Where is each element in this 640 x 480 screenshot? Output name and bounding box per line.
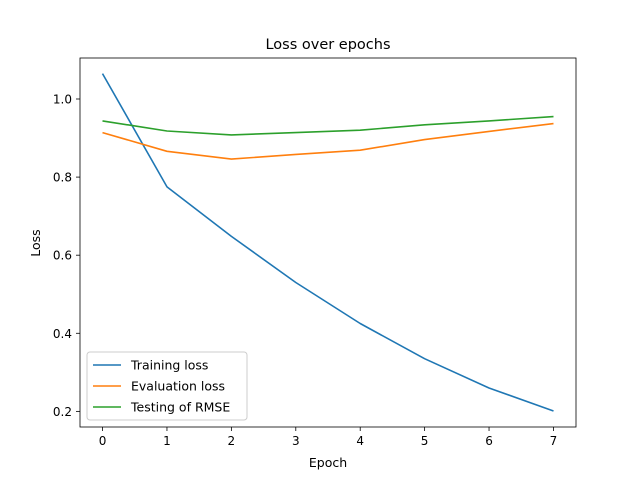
- series-lines: [101, 73, 554, 412]
- x-tick-label: 0: [99, 434, 107, 448]
- legend-box: [86, 351, 248, 421]
- legend: Training loss Evaluation loss Testing of…: [86, 351, 248, 421]
- y-tick-label: 0.8: [53, 171, 72, 185]
- y-tick-label: 1.0: [53, 93, 72, 107]
- chart-title: Loss over epochs: [265, 37, 390, 53]
- x-axis-label: Epoch: [309, 455, 347, 470]
- legend-label-rmse: Testing of RMSE: [130, 400, 230, 415]
- y-tick-label: 0.6: [53, 249, 72, 263]
- y-axis-label: Loss: [28, 229, 43, 256]
- x-tick-label: 2: [228, 434, 236, 448]
- x-tick-label: 5: [421, 434, 429, 448]
- x-tick-label: 7: [550, 434, 558, 448]
- axis-ticks: 0 1 2 3 4 5 6 7 0.2 0.4 0.6 0.8 1.0: [53, 93, 557, 449]
- x-tick-label: 4: [356, 434, 364, 448]
- x-tick-label: 1: [163, 434, 171, 448]
- plot-frame: [79, 57, 577, 428]
- legend-label-training: Training loss: [130, 358, 208, 373]
- testing-rmse-line: [102, 115, 554, 136]
- x-tick-label: 3: [292, 434, 300, 448]
- y-tick-label: 0.4: [53, 327, 72, 341]
- y-tick-label: 0.2: [53, 405, 72, 419]
- legend-label-evaluation: Evaluation loss: [131, 379, 225, 394]
- x-tick-label: 6: [485, 434, 493, 448]
- evaluation-loss-line: [102, 122, 554, 160]
- training-loss-line: [101, 73, 554, 412]
